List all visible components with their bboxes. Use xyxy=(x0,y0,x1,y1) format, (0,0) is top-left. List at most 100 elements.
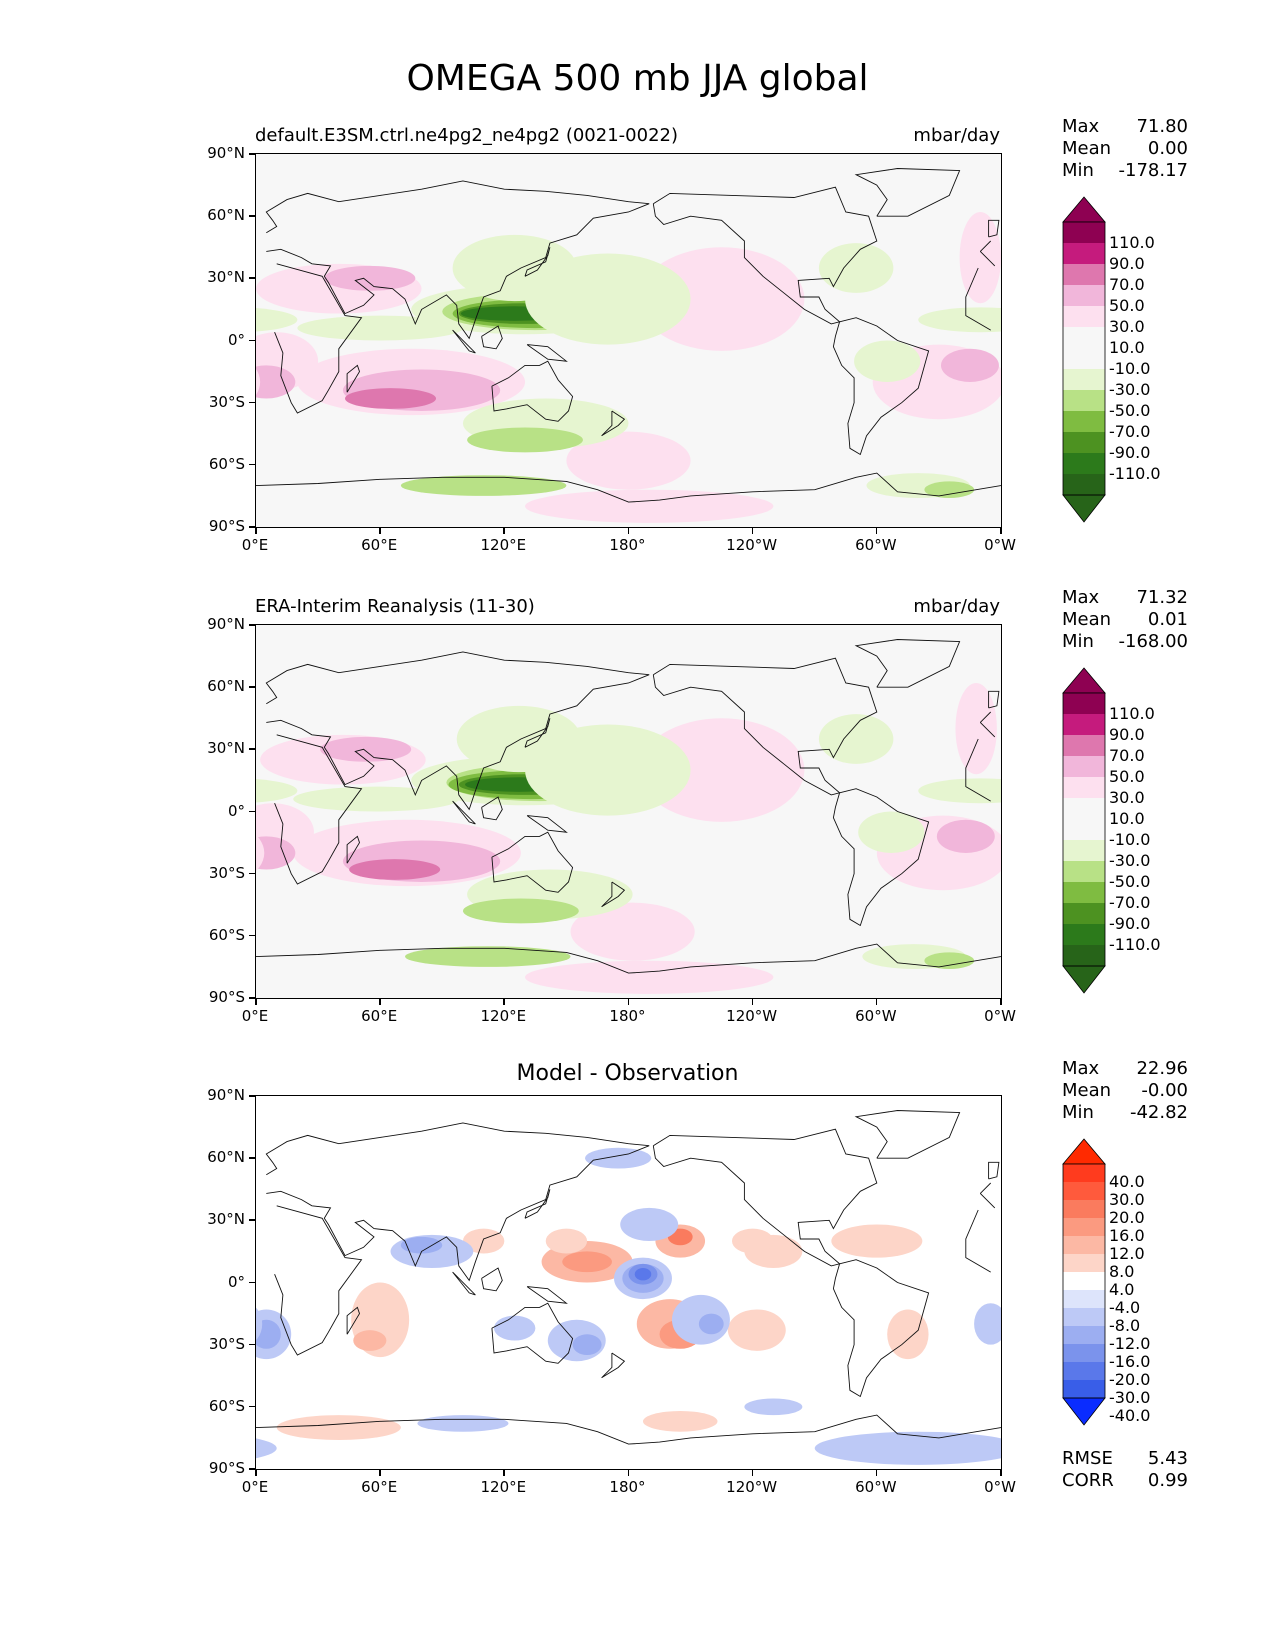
colorbar-outline xyxy=(1062,1163,1106,1399)
longitude-tick xyxy=(875,528,878,534)
latitude-tick-label: 0° xyxy=(227,801,245,820)
coastline xyxy=(988,1161,1000,1180)
longitude-tick-label: 180° xyxy=(609,1007,646,1025)
coastline xyxy=(526,815,568,833)
latitude-tick-label: 60°N xyxy=(207,677,245,696)
latitude-tick-label: 30°N xyxy=(207,739,245,758)
contour-blob xyxy=(924,481,975,498)
stat-value: -42.82 xyxy=(1129,1102,1188,1123)
colorbar-outline xyxy=(1062,221,1106,496)
figure-title: OMEGA 500 mb JJA global xyxy=(406,58,869,99)
coastline xyxy=(346,364,360,393)
colorbar-segment xyxy=(1063,945,1105,966)
colorbar-tick-label: -50.0 xyxy=(1109,872,1151,891)
stat-row: Mean 0.00 xyxy=(1062,138,1188,160)
colorbar-segment xyxy=(1063,798,1105,819)
coastline xyxy=(979,1193,996,1209)
contour-blob xyxy=(525,489,774,523)
latitude-tick xyxy=(249,1468,255,1470)
coastline xyxy=(854,1110,961,1159)
colorbar-tick-label: -10.0 xyxy=(1109,830,1151,849)
colorbar-segment xyxy=(1063,348,1105,369)
contour-blob xyxy=(493,1315,536,1341)
longitude-tick-label: 0°W xyxy=(984,536,1016,554)
latitude-tick-label: 30°S xyxy=(208,392,245,411)
colorbar-segment xyxy=(1063,819,1105,840)
stat-value: 0.00 xyxy=(1147,138,1188,159)
metric-name: RMSE xyxy=(1062,1448,1113,1469)
coastline xyxy=(274,263,363,414)
contour-blob xyxy=(818,243,894,293)
latitude-tick xyxy=(249,934,255,937)
contour-blob xyxy=(731,1228,774,1254)
colorbar-tick-label: 50.0 xyxy=(1109,296,1145,315)
latitude-tick xyxy=(249,624,255,626)
colorbar-segment xyxy=(1063,306,1105,327)
colorbar-segment xyxy=(1063,1164,1105,1182)
metric-row: CORR 0.99 xyxy=(1062,1470,1188,1492)
contour-blob xyxy=(831,1224,923,1258)
latitude-tick xyxy=(249,526,255,528)
stat-row: Mean -0.00 xyxy=(1062,1080,1188,1102)
latitude-tick-label: 0° xyxy=(227,330,245,349)
colorbar-tick-label: -30.0 xyxy=(1109,851,1151,870)
colorbar-tick-label: 4.0 xyxy=(1109,1280,1135,1299)
contour-blob xyxy=(959,212,1001,304)
coastline xyxy=(265,651,650,811)
colorbar-tick-label: 10.0 xyxy=(1109,809,1145,828)
latitude-tick xyxy=(249,1157,255,1159)
colorbar-segment xyxy=(1063,1308,1105,1326)
longitude-tick xyxy=(627,528,629,534)
coastline xyxy=(346,835,360,864)
coastline xyxy=(346,1306,360,1335)
contour-blob xyxy=(744,1398,803,1416)
colorbar-tick-label: -70.0 xyxy=(1109,422,1151,441)
latitude-tick-label: 90°N xyxy=(207,615,245,633)
longitude-tick-label: 60°W xyxy=(855,1478,897,1496)
coastline xyxy=(652,186,878,325)
coastline xyxy=(265,180,650,340)
contour-blob xyxy=(256,1319,281,1349)
coastline xyxy=(491,831,574,893)
longitude-tick xyxy=(503,999,505,1005)
latitude-tick-label: 60°N xyxy=(207,1148,245,1167)
stat-row: Min -42.82 xyxy=(1062,1102,1188,1124)
colorbar-segment xyxy=(1063,1344,1105,1362)
coastline xyxy=(524,718,551,748)
latitude-tick-label: 60°S xyxy=(208,454,245,473)
stat-name: Mean xyxy=(1062,609,1112,630)
contour-blob xyxy=(887,1309,929,1360)
coastline xyxy=(601,410,626,437)
coastline xyxy=(452,1271,476,1296)
colorbar-tick-label: -4.0 xyxy=(1109,1298,1141,1317)
longitude-tick xyxy=(255,1470,257,1476)
colorbar-segment xyxy=(1063,432,1105,453)
contour-blob xyxy=(417,1415,509,1432)
latitude-tick-label: 90°S xyxy=(208,988,245,1006)
colorbar-tick-label: 50.0 xyxy=(1109,767,1145,786)
longitude-tick-label: 180° xyxy=(609,1478,646,1496)
latitude-tick xyxy=(249,997,255,999)
stat-name: Mean xyxy=(1062,138,1112,159)
coastline xyxy=(524,1189,551,1219)
contour-blob xyxy=(858,811,925,853)
colorbar-segment xyxy=(1063,693,1105,714)
contour-blob xyxy=(854,340,921,382)
colorbar-tick-label: 30.0 xyxy=(1109,1190,1145,1209)
panel-left-title: ERA-Interim Reanalysis (11-30) xyxy=(255,596,535,617)
contour-blob xyxy=(256,368,261,395)
coastline xyxy=(854,639,961,688)
contour-blob xyxy=(634,1267,652,1281)
longitude-tick xyxy=(503,528,505,534)
contour-blob xyxy=(344,388,437,409)
stat-row: Max 22.96 xyxy=(1062,1058,1188,1080)
panel-stats: Max 71.80 Mean 0.00 Min -178.17 xyxy=(1062,116,1188,182)
colorbar-segment xyxy=(1063,1380,1105,1398)
latitude-tick xyxy=(249,872,255,875)
longitude-tick xyxy=(751,999,754,1005)
coastline xyxy=(481,325,503,350)
coastline xyxy=(265,1122,650,1282)
contour-blob xyxy=(924,952,975,969)
coastline xyxy=(601,881,626,908)
longitude-tick xyxy=(627,999,629,1005)
